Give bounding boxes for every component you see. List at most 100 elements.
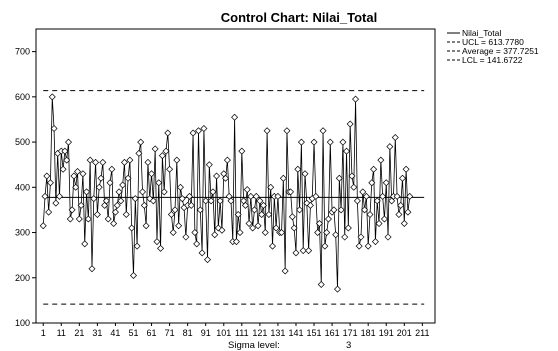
data-point-marker bbox=[124, 174, 132, 182]
x-tick-label: 171 bbox=[343, 328, 358, 338]
data-point-marker bbox=[46, 179, 54, 187]
data-point-marker bbox=[148, 170, 156, 178]
data-point-marker bbox=[335, 174, 343, 182]
data-point-marker bbox=[236, 229, 244, 237]
data-point-marker bbox=[364, 242, 372, 250]
data-point-marker bbox=[344, 224, 352, 232]
data-point-marker bbox=[213, 172, 221, 180]
data-point-marker bbox=[204, 256, 212, 264]
data-point-marker bbox=[258, 210, 266, 218]
data-point-marker bbox=[267, 183, 275, 191]
data-point-marker bbox=[290, 224, 298, 232]
data-point-marker bbox=[90, 195, 98, 203]
data-point-marker bbox=[167, 210, 175, 218]
data-point-marker bbox=[126, 156, 134, 164]
data-point-marker bbox=[278, 229, 286, 237]
data-point-marker bbox=[375, 219, 383, 227]
data-point-marker bbox=[153, 238, 161, 246]
data-point-marker bbox=[119, 181, 127, 189]
x-tick-label: 141 bbox=[288, 328, 303, 338]
data-point-marker bbox=[175, 222, 183, 230]
data-point-marker bbox=[160, 188, 168, 196]
x-tick-label: 81 bbox=[183, 328, 193, 338]
data-point-marker bbox=[185, 192, 193, 200]
data-point-marker bbox=[169, 229, 177, 237]
data-point-marker bbox=[117, 197, 125, 205]
data-point-marker bbox=[93, 210, 101, 218]
data-point-marker bbox=[63, 156, 71, 164]
legend: Nilai_Total UCL = 613.7780 Average = 377… bbox=[447, 28, 539, 65]
data-point-marker bbox=[166, 165, 174, 173]
data-point-marker bbox=[81, 240, 89, 248]
x-tick-label: 191 bbox=[379, 328, 394, 338]
series-line bbox=[42, 96, 411, 290]
y-tick-label: 200 bbox=[15, 273, 30, 283]
data-point-marker bbox=[317, 281, 325, 289]
data-point-marker bbox=[272, 224, 280, 232]
data-point-marker bbox=[133, 242, 141, 250]
data-point-marker bbox=[315, 219, 323, 227]
data-point-marker bbox=[52, 199, 60, 207]
x-tick-label: 71 bbox=[165, 328, 175, 338]
data-point-marker bbox=[241, 201, 249, 209]
data-point-marker bbox=[326, 138, 334, 146]
data-point-marker bbox=[404, 208, 412, 216]
data-point-marker bbox=[353, 197, 361, 205]
data-point-marker bbox=[171, 206, 179, 214]
data-point-marker bbox=[99, 158, 107, 166]
x-tick-label: 151 bbox=[307, 328, 322, 338]
x-tick-label: 131 bbox=[270, 328, 285, 338]
data-point-marker bbox=[371, 238, 379, 246]
data-point-marker bbox=[384, 233, 392, 241]
data-point-marker bbox=[377, 156, 385, 164]
legend-label-ucl: UCL = 613.7780 bbox=[462, 37, 524, 47]
data-point-marker bbox=[74, 167, 82, 175]
y-tick-label: 100 bbox=[15, 318, 30, 328]
y-tick-label: 400 bbox=[15, 182, 30, 192]
data-point-marker bbox=[346, 120, 354, 128]
data-point-marker bbox=[252, 192, 260, 200]
data-point-marker bbox=[339, 138, 347, 146]
data-point-marker bbox=[39, 222, 47, 230]
data-point-marker bbox=[216, 197, 224, 205]
data-point-marker bbox=[178, 195, 186, 203]
data-point-marker bbox=[352, 95, 360, 103]
data-point-marker bbox=[361, 206, 369, 214]
data-point-marker bbox=[189, 129, 197, 137]
x-tick-label: 211 bbox=[415, 328, 429, 338]
data-point-marker bbox=[135, 149, 143, 157]
data-point-marker bbox=[205, 161, 213, 169]
data-point-marker bbox=[292, 249, 300, 257]
data-point-marker bbox=[294, 165, 302, 173]
data-point-marker bbox=[400, 219, 408, 227]
data-point-marker bbox=[247, 192, 255, 200]
data-point-marker bbox=[187, 201, 195, 209]
data-point-marker bbox=[406, 192, 414, 200]
data-point-marker bbox=[232, 238, 240, 246]
data-point-marker bbox=[234, 210, 242, 218]
data-point-marker bbox=[348, 172, 356, 180]
data-point-marker bbox=[261, 229, 269, 237]
data-point-marker bbox=[92, 158, 100, 166]
data-point-marker bbox=[332, 231, 340, 239]
data-point-marker bbox=[310, 138, 318, 146]
data-point-marker bbox=[193, 240, 201, 248]
data-point-marker bbox=[323, 229, 331, 237]
data-point-marker bbox=[343, 147, 351, 155]
data-point-marker bbox=[106, 179, 114, 187]
data-point-marker bbox=[368, 179, 376, 187]
data-point-marker bbox=[355, 242, 363, 250]
y-tick-label: 300 bbox=[15, 228, 30, 238]
data-point-marker bbox=[299, 247, 307, 255]
data-point-marker bbox=[297, 138, 305, 146]
data-point-marker bbox=[321, 242, 329, 250]
data-point-marker bbox=[366, 210, 374, 218]
data-point-marker bbox=[140, 201, 148, 209]
data-point-marker bbox=[243, 186, 251, 194]
data-point-marker bbox=[393, 192, 401, 200]
legend-label-nilai-total: Nilai_Total bbox=[462, 28, 501, 38]
data-point-marker bbox=[312, 192, 320, 200]
data-point-marker bbox=[102, 197, 110, 205]
data-point-marker bbox=[380, 215, 388, 223]
